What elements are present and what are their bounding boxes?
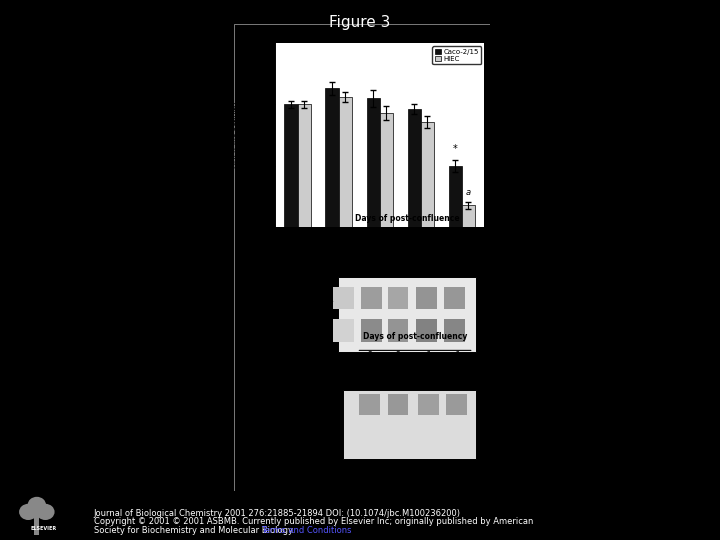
Text: Terms and Conditions: Terms and Conditions	[261, 526, 351, 535]
Text: ELSEVIER: ELSEVIER	[30, 525, 57, 531]
Text: 6: 6	[454, 351, 459, 360]
Text: Days of post-confluency: Days of post-confluency	[363, 332, 467, 341]
Text: 89: 89	[320, 434, 328, 439]
Text: -: -	[370, 261, 373, 270]
Text: 3: 3	[395, 234, 400, 243]
Text: -2: -2	[339, 234, 347, 243]
Text: +: +	[451, 261, 458, 270]
Text: P-pRb
pRb: P-pRb pRb	[292, 297, 312, 310]
Text: -: -	[369, 377, 371, 387]
Bar	[35, 513, 40, 535]
Text: -: -	[425, 261, 428, 270]
Bar	[387, 320, 408, 342]
Bar	[416, 287, 437, 309]
Text: *: *	[453, 144, 458, 154]
Bar	[444, 287, 465, 309]
Text: SB203580 :: SB203580 :	[292, 262, 333, 268]
Text: 3: 3	[369, 234, 374, 243]
Text: -: -	[342, 261, 345, 270]
Text: a: a	[466, 188, 471, 197]
Legend: Caco-2/15, HIEC: Caco-2/15, HIEC	[433, 46, 481, 64]
Text: +: +	[395, 377, 401, 387]
Text: Journal of Biological Chemistry 2001 276:21885-21894 DOI: (10.1074/jbc.M10023620: Journal of Biological Chemistry 2001 276…	[94, 509, 461, 518]
Bar	[462, 205, 475, 227]
Text: PARP: PARP	[292, 420, 310, 426]
Bar	[359, 394, 380, 415]
Bar	[416, 320, 437, 342]
Text: 113: 113	[316, 403, 328, 408]
Text: +: +	[395, 261, 401, 270]
Y-axis label: DHFR-luc activity
(fold Induction): DHFR-luc activity (fold Induction)	[233, 102, 252, 168]
Bar	[361, 287, 382, 309]
Text: Copyright © 2001 © 2001 ASBMB. Currently published by Elsevier Inc; originally p: Copyright © 2001 © 2001 ASBMB. Currently…	[94, 517, 533, 526]
Circle shape	[27, 497, 46, 513]
Text: 6: 6	[424, 234, 429, 243]
Bar	[325, 89, 338, 227]
Text: 3: 3	[395, 351, 400, 360]
Text: 3: 3	[367, 351, 372, 360]
Circle shape	[19, 504, 37, 520]
Bar	[449, 166, 462, 227]
Bar	[284, 104, 297, 227]
Bar	[418, 394, 438, 415]
Bar	[333, 320, 354, 342]
Bar	[343, 390, 476, 458]
Bar	[379, 113, 393, 227]
Text: B  Confluent Caco-2/15: B Confluent Caco-2/15	[242, 241, 330, 251]
Bar	[387, 394, 408, 415]
Text: Figure 3: Figure 3	[329, 15, 391, 30]
Text: Society for Biochemistry and Molecular Biology.: Society for Biochemistry and Molecular B…	[94, 526, 300, 535]
Text: -: -	[427, 377, 430, 387]
Bar	[444, 320, 465, 342]
Bar	[333, 287, 354, 309]
Bar	[338, 97, 352, 227]
Bar	[408, 110, 420, 227]
Circle shape	[36, 504, 55, 520]
Bar	[297, 104, 311, 227]
Text: A  Subconfluent Caco-2/15 and HIEC cells: A Subconfluent Caco-2/15 and HIEC cells	[242, 31, 400, 40]
Bar	[338, 277, 476, 352]
Text: 6: 6	[452, 234, 457, 243]
Bar	[446, 394, 467, 415]
Text: 6: 6	[426, 351, 431, 360]
Text: SB203580 :: SB203580 :	[292, 379, 333, 385]
Bar	[366, 98, 379, 227]
Bar	[387, 287, 408, 309]
Text: +: +	[454, 377, 460, 387]
Bar	[361, 320, 382, 342]
Bar	[420, 122, 434, 227]
Text: Days of post-confluence: Days of post-confluence	[355, 214, 460, 223]
